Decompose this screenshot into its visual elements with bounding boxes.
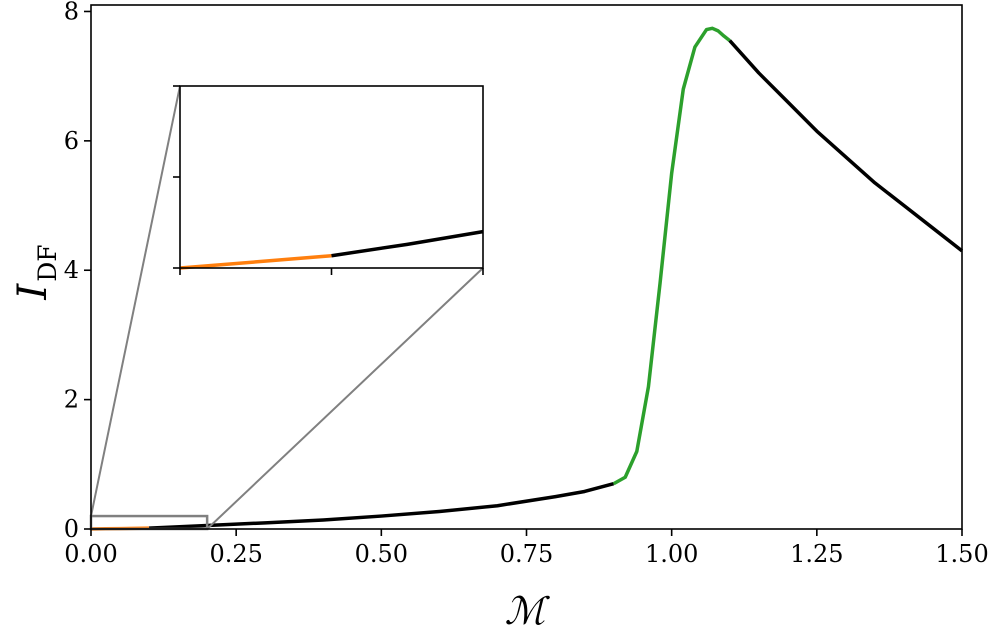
y-tick-label: 6 (64, 127, 79, 155)
series-line-3 (612, 26, 731, 486)
zoom-connector-line (206, 267, 484, 530)
inset-plot (173, 85, 484, 275)
x-tick-label: 0.25 (209, 540, 262, 568)
x-tick-label: 1.00 (645, 540, 698, 568)
x-tick-label: 0.75 (500, 540, 553, 568)
svg-text:IDF: I DF (10, 244, 62, 300)
y-axis-label: I DF (10, 244, 62, 300)
series-line-2 (148, 482, 615, 530)
y-axis-label-main: I (10, 283, 56, 301)
y-tick-label: 4 (64, 256, 79, 284)
inset-series-line-1 (179, 253, 332, 270)
x-tick-label: 0.50 (355, 540, 408, 568)
x-axis-label: ℳ (505, 589, 551, 633)
y-tick-label: 0 (64, 515, 79, 543)
x-tick-label: 1.50 (935, 540, 988, 568)
zoom-connector-line (90, 85, 181, 517)
inset-background (180, 86, 483, 268)
x-tick-label: 1.25 (790, 540, 843, 568)
y-tick-label: 8 (64, 0, 79, 25)
x-tick-label: 0.00 (64, 540, 117, 568)
y-tick-label: 2 (64, 386, 79, 414)
main-plot: 0.00 0.25 0.50 0.75 1.00 1.25 1.50 0 2 4 6 8 (64, 0, 989, 568)
inset-series-line-2 (331, 229, 484, 258)
series-line-4 (728, 39, 964, 253)
y-axis-label-subscript: DF (33, 244, 62, 281)
